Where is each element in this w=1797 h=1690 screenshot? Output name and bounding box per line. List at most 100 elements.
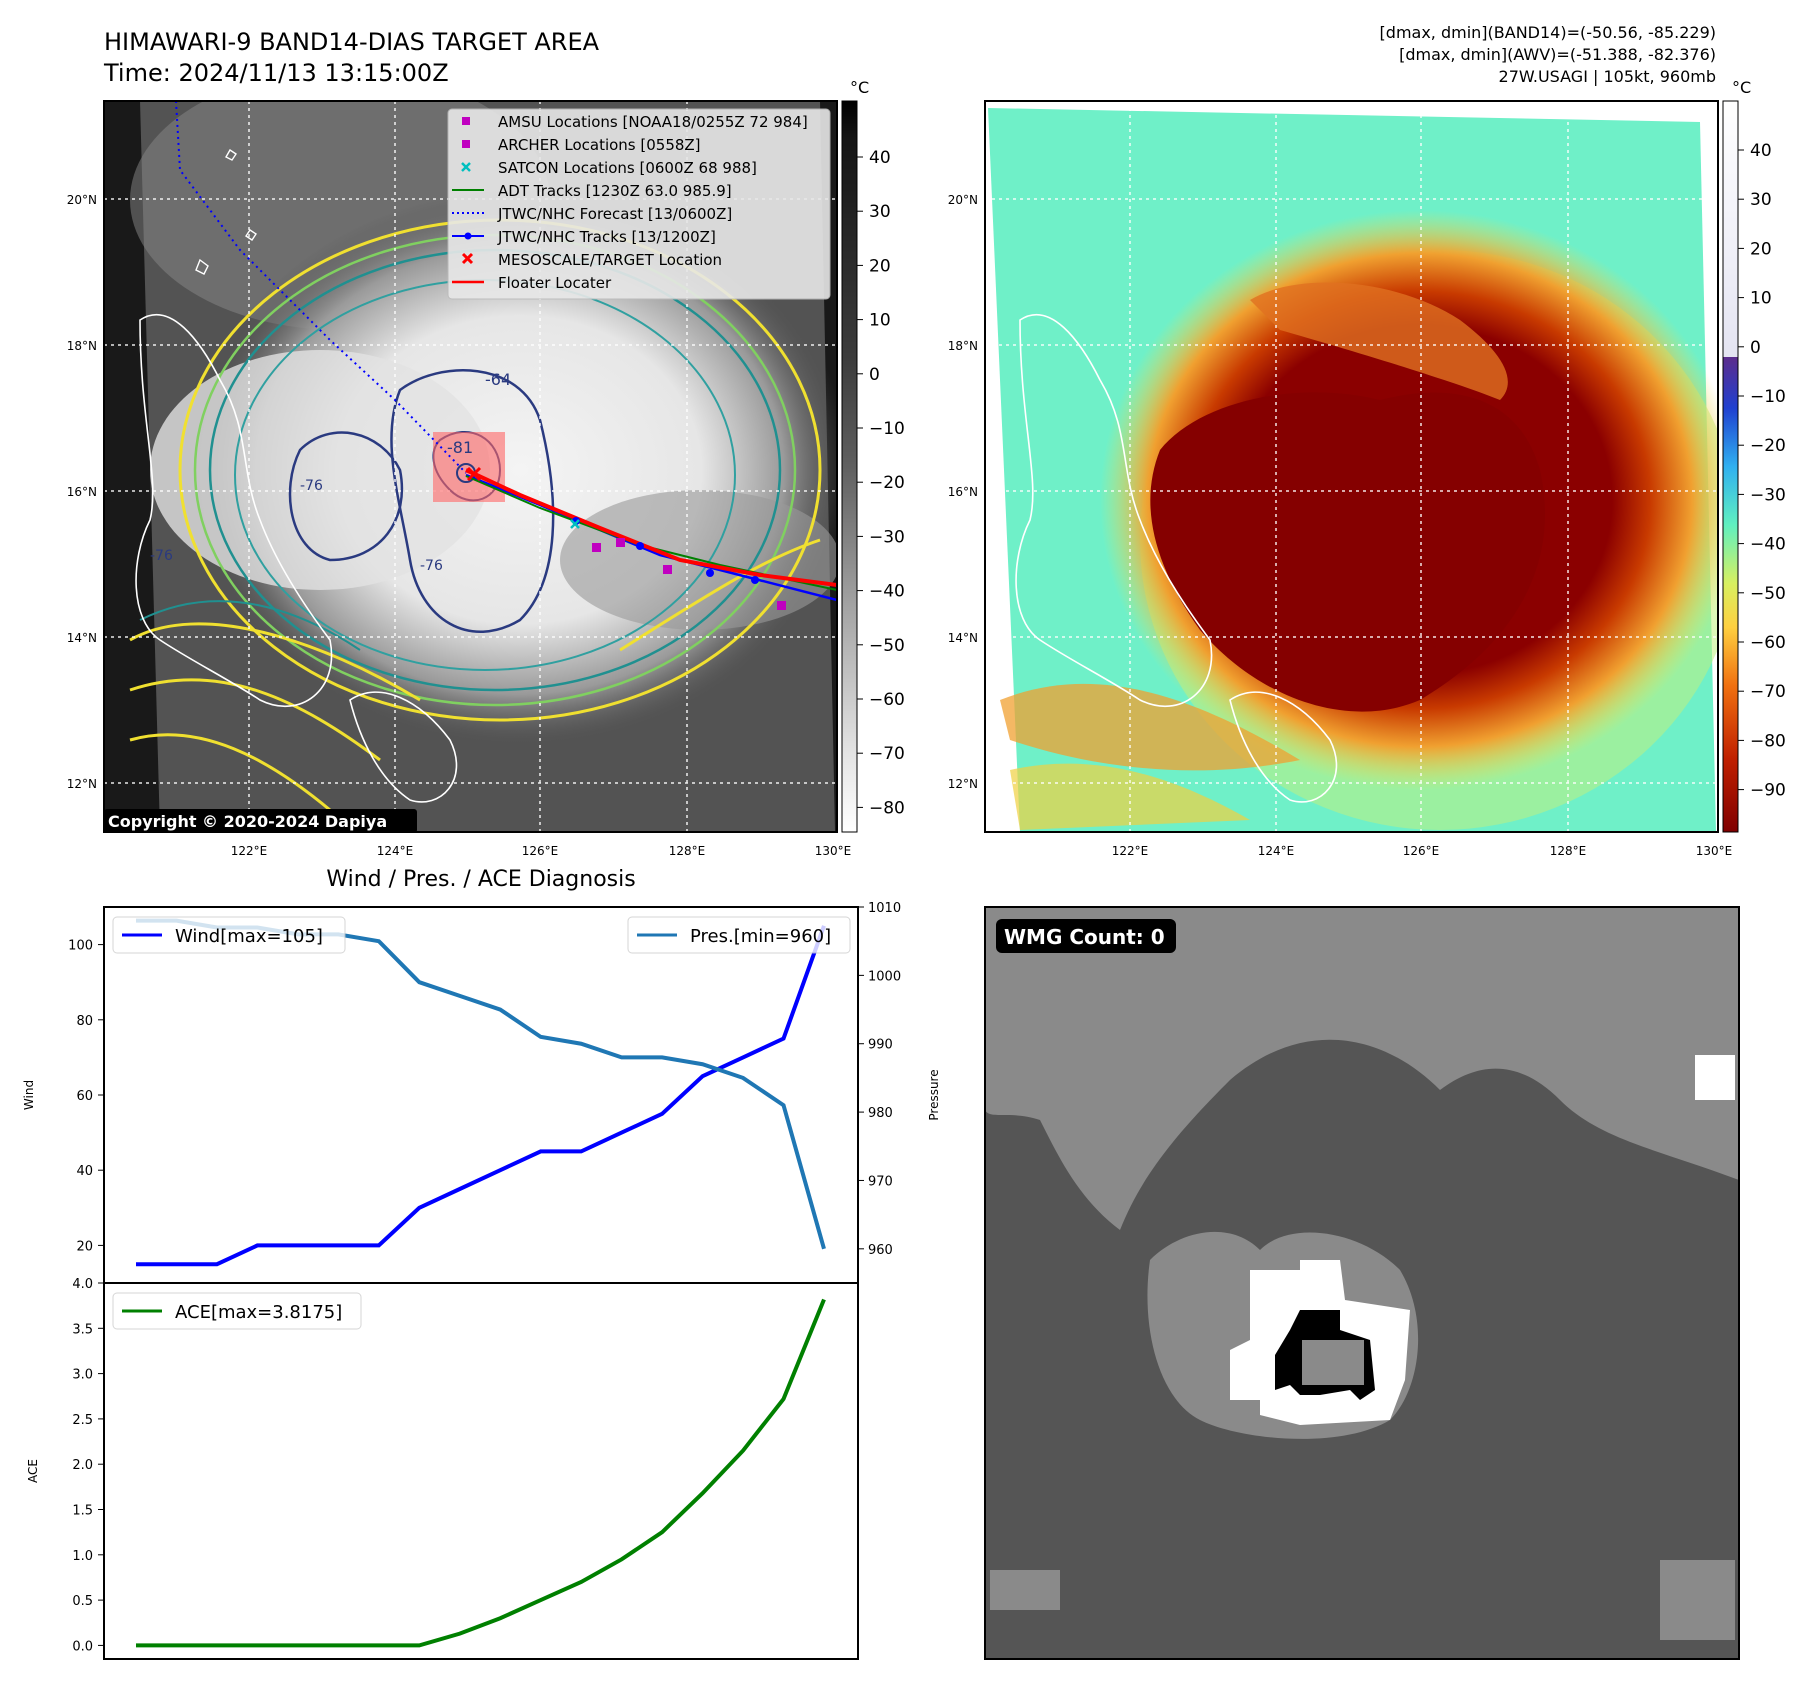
- wind-tick: 20: [76, 1239, 93, 1254]
- colorbar-tick: 40: [869, 148, 891, 168]
- colorbar-unit: °C: [1732, 78, 1751, 97]
- pressure-legend: Pres.[min=960]: [627, 916, 851, 954]
- contour-label: -81: [447, 438, 473, 457]
- colorbar-tick: 20: [869, 256, 891, 276]
- lat-tick: 12°N: [67, 777, 97, 791]
- colorbar-tick: −30: [869, 527, 905, 547]
- ace-tick: 3.0: [72, 1368, 93, 1383]
- ace-tick: 3.5: [72, 1322, 93, 1337]
- colorbar-tick: −10: [869, 419, 905, 439]
- ace-legend-label: ACE[max=3.8175]: [175, 1302, 342, 1323]
- wind-legend: Wind[max=105]: [112, 916, 346, 954]
- timestamp: Time: 2024/11/13 13:15:00Z: [103, 59, 449, 87]
- svg-text:ADT Tracks [1230Z 63.0 985.9]: ADT Tracks [1230Z 63.0 985.9]: [498, 182, 732, 200]
- legend-item: ARCHER Locations [0558Z]: [462, 136, 701, 154]
- pressure-tick: 960: [868, 1243, 893, 1258]
- lon-tick: 130°E: [1696, 844, 1733, 858]
- copyright-badge: [104, 809, 417, 833]
- contour-label: -76: [150, 548, 173, 564]
- colorbar-tick: −20: [869, 473, 905, 493]
- satcon-points: [570, 519, 580, 529]
- colorbar-tick: 40: [1750, 141, 1772, 161]
- legend-item: Floater Locater: [452, 274, 612, 292]
- lat-tick: 18°N: [67, 339, 97, 353]
- ace-tick: 1.5: [72, 1504, 93, 1519]
- colorbar-tick: 0: [1750, 338, 1761, 358]
- lat-tick: 14°N: [67, 631, 97, 645]
- ace-legend: ACE[max=3.8175]: [112, 1292, 362, 1330]
- page-title: HIMAWARI-9 BAND14-DIAS TARGET AREA: [104, 28, 600, 56]
- colorbar-tick: −60: [869, 690, 905, 710]
- colorbar-tick: 0: [869, 365, 880, 385]
- map-legend: AMSU Locations [NOAA18/0255Z 72 984] ARC…: [447, 108, 831, 300]
- target-x: [466, 466, 482, 482]
- colorbar-tick: 30: [869, 202, 891, 222]
- amsu-archer-points: [592, 538, 786, 610]
- colorbar-tick: −80: [1750, 731, 1786, 751]
- colorbar-tick: −40: [1750, 535, 1786, 555]
- lon-tick: 130°E: [815, 844, 852, 858]
- pressure-tick: 980: [868, 1106, 893, 1121]
- wind-tick: 60: [76, 1089, 93, 1104]
- legend-item: AMSU Locations [NOAA18/0255Z 72 984]: [462, 113, 808, 131]
- wind-tick: 80: [76, 1014, 93, 1029]
- lat-tick: 20°N: [67, 193, 97, 207]
- colorbar-tick: −20: [1750, 436, 1786, 456]
- legend-item: ADT Tracks [1230Z 63.0 985.9]: [452, 182, 732, 200]
- wmg-count-badge: [996, 919, 1176, 953]
- ace-series-line: [136, 1298, 826, 1648]
- stats-storm: 27W.USAGI | 105kt, 960mb: [1499, 67, 1716, 86]
- pressure-axis-label: Pressure: [927, 1069, 941, 1120]
- svg-text:MESOSCALE/TARGET Location: MESOSCALE/TARGET Location: [498, 251, 722, 269]
- pressure-tick: 970: [868, 1174, 893, 1189]
- lat-tick: 12°N: [948, 777, 978, 791]
- lon-tick: 122°E: [231, 844, 268, 858]
- colorbar-tick: −70: [869, 744, 905, 764]
- awv-map: [985, 101, 1718, 832]
- colorbar-tick: −60: [1750, 633, 1786, 653]
- legend-item: MESOSCALE/TARGET Location: [461, 251, 722, 269]
- ace-chart: ACE 4.0 3.5 3.0 2.5 2.0 1.5 1.0 0.5 0.0 ACE[max=…: [26, 1277, 859, 1660]
- svg-text:ARCHER Locations [0558Z]: ARCHER Locations [0558Z]: [498, 136, 701, 154]
- lat-tick: 18°N: [948, 339, 978, 353]
- colorbar-tick: 30: [1750, 190, 1772, 210]
- lat-tick: 20°N: [948, 193, 978, 207]
- wind-legend-label: Wind[max=105]: [175, 926, 323, 947]
- svg-text:AMSU Locations [NOAA18/0255Z 7: AMSU Locations [NOAA18/0255Z 72 984]: [498, 113, 808, 131]
- legend-item: JTWC/NHC Forecast [13/0600Z]: [452, 205, 732, 223]
- colorbar-tick: 10: [1750, 289, 1772, 309]
- svg-text:Floater Locater: Floater Locater: [498, 274, 612, 292]
- ace-axis-label: ACE: [26, 1459, 40, 1483]
- lon-tick: 126°E: [1403, 844, 1440, 858]
- pressure-legend-label: Pres.[min=960]: [690, 926, 831, 947]
- colorbar-tick: −40: [869, 582, 905, 602]
- left-map-axes: 122°E 124°E 126°E 128°E 130°E 20°N 18°N …: [67, 193, 852, 858]
- legend-item: JTWC/NHC Tracks [13/1200Z]: [452, 228, 716, 246]
- svg-text:JTWC/NHC Tracks [13/1200Z]: JTWC/NHC Tracks [13/1200Z]: [497, 228, 716, 246]
- gray-colorbar: °C 40 30 20 10 0 −10 −20 −30 −40 −50 −60 −70 −80: [841, 78, 905, 833]
- contour-label: -64: [485, 370, 511, 389]
- lat-tick: 16°N: [948, 485, 978, 499]
- ace-tick: 1.0: [72, 1549, 93, 1564]
- colorbar-tick: −90: [1750, 781, 1786, 801]
- lat-tick: 14°N: [948, 631, 978, 645]
- ace-tick: 0.5: [72, 1594, 93, 1609]
- lon-tick: 128°E: [669, 844, 706, 858]
- lat-tick: 16°N: [67, 485, 97, 499]
- color-colorbar: °C 40 30 20 10 0 −10 −20 −30 −40 −50 −60 −70 −80 −90: [1722, 78, 1786, 833]
- wind-tick: 40: [76, 1164, 93, 1179]
- legend-item: SATCON Locations [0600Z 68 988]: [461, 159, 757, 177]
- lon-tick: 124°E: [1258, 844, 1295, 858]
- colorbar-tick: 10: [869, 311, 891, 331]
- pressure-tick: 1010: [868, 901, 901, 916]
- contour-label: -76: [420, 558, 443, 574]
- right-map-axes: 122°E 124°E 126°E 128°E 130°E 20°N 18°N …: [948, 193, 1733, 858]
- stats-band14: [dmax, dmin](BAND14)=(-50.56, -85.229): [1380, 23, 1716, 42]
- lon-tick: 128°E: [1550, 844, 1587, 858]
- lon-tick: 126°E: [522, 844, 559, 858]
- ace-tick: 4.0: [72, 1277, 93, 1292]
- lon-tick: 122°E: [1112, 844, 1149, 858]
- copyright-text: Copyright © 2020-2024 Dapiya: [108, 812, 387, 831]
- colorbar-tick: −50: [1750, 584, 1786, 604]
